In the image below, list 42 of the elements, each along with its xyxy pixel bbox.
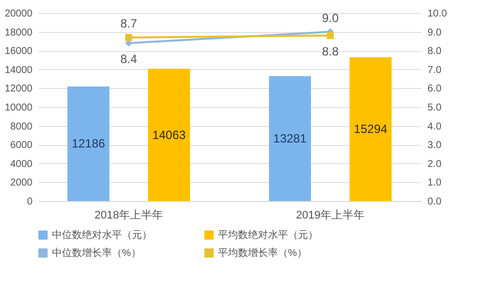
y-tick-label: 18000 bbox=[4, 27, 33, 38]
y2-tick-label: 7.0 bbox=[428, 64, 442, 76]
point bbox=[125, 34, 132, 41]
y2-tick-label: 0.0 bbox=[428, 196, 442, 208]
y2-tick-label: 6.0 bbox=[428, 84, 442, 95]
y-tick-label: 10000 bbox=[4, 102, 33, 114]
legend-label: 平均数增长率（%） bbox=[218, 247, 307, 259]
bar bbox=[67, 86, 110, 201]
y2-tick-label: 9.0 bbox=[428, 27, 442, 38]
y2-tick-label: 3.0 bbox=[428, 140, 442, 152]
data-label: 12186 bbox=[72, 136, 106, 151]
data-label: 15294 bbox=[354, 122, 388, 136]
y-tick-label: 20000 bbox=[4, 8, 33, 20]
y-tick-label: 16000 bbox=[4, 46, 33, 58]
bar bbox=[350, 57, 392, 201]
legend-label: 平均数绝对水平（元） bbox=[218, 229, 318, 242]
legend-label: 中位数增长率（%） bbox=[52, 247, 141, 259]
data-label: 8.4 bbox=[120, 52, 138, 66]
y-tick-label: 12000 bbox=[4, 84, 33, 95]
y2-tick-label: 10.0 bbox=[428, 8, 448, 20]
bar bbox=[268, 76, 311, 201]
y2-tick-label: 1.0 bbox=[428, 178, 442, 189]
y2-tick-label: 4.0 bbox=[428, 121, 442, 132]
y2-tick-label: 2.0 bbox=[428, 158, 442, 170]
point bbox=[326, 32, 334, 40]
y-tick-label: 14000 bbox=[4, 64, 33, 76]
x-tick-label: 2018年上半年 bbox=[94, 208, 163, 222]
y-tick-label: 0 bbox=[26, 196, 33, 208]
y-tick-label: 8000 bbox=[10, 121, 33, 132]
data-label: 8.7 bbox=[120, 16, 138, 30]
bar bbox=[148, 68, 190, 201]
data-label: 8.8 bbox=[322, 44, 339, 59]
data-label: 9.0 bbox=[322, 10, 339, 25]
y2-tick-label: 5.0 bbox=[428, 102, 442, 114]
y2-tick-label: 8.0 bbox=[428, 46, 442, 58]
y-tick-label: 2000 bbox=[10, 178, 33, 189]
data-label: 13281 bbox=[273, 132, 307, 146]
x-tick-label: 2019年上半年 bbox=[296, 208, 365, 222]
data-label: 14063 bbox=[152, 128, 186, 142]
y-tick-label: 4000 bbox=[10, 158, 33, 170]
legend-label: 中位数绝对水平（元） bbox=[52, 229, 152, 242]
y-tick-label: 6000 bbox=[10, 140, 33, 152]
